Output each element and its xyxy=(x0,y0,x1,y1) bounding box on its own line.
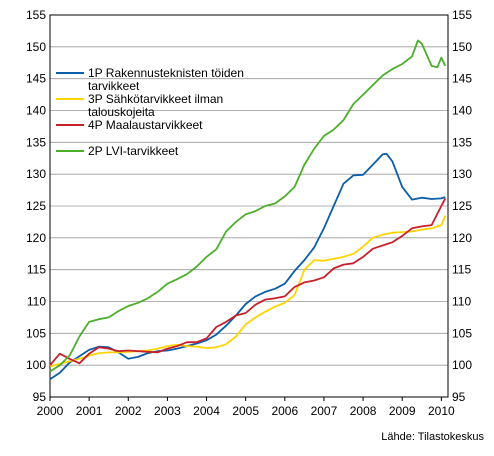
y-tick-label-left: 100 xyxy=(26,358,46,372)
x-tick-label: 2002 xyxy=(115,404,142,418)
x-tick-label: 2001 xyxy=(76,404,103,418)
y-tick-label-left: 125 xyxy=(26,199,46,213)
source-note: Lähde: Tilastokeskus xyxy=(381,431,484,443)
plot-area-frame xyxy=(49,14,449,398)
y-tick-label-right: 145 xyxy=(452,72,472,86)
y-tick-label-right: 125 xyxy=(452,199,472,213)
legend-label-3: 4P Maalaustarvikkeet xyxy=(88,118,203,132)
y-tick-label-right: 100 xyxy=(452,358,472,372)
y-tick-label-left: 95 xyxy=(33,390,47,404)
grid-lines xyxy=(50,46,448,366)
y-tick-label-right: 150 xyxy=(452,40,472,54)
y-tick-label-right: 130 xyxy=(452,167,472,181)
y-tick-label-right: 155 xyxy=(452,8,472,22)
x-tick-label: 2008 xyxy=(350,404,377,418)
y-tick-label-right: 135 xyxy=(452,135,472,149)
y-axis-right: 95 100 105 110 115 120 125 130 135 140 145 150 155 xyxy=(452,8,472,404)
legend: 1P Rakennusteknisten töidentarvikkeet3P … xyxy=(56,66,244,158)
series-lines xyxy=(49,39,447,380)
legend-label-4: 2P LVI-tarvikkeet xyxy=(88,144,179,158)
series-line-3 xyxy=(49,197,447,366)
x-tick-label: 2004 xyxy=(193,404,220,418)
x-tick-label: 2000 xyxy=(37,404,64,418)
y-axis-left: 95 100 105 110 115 120 125 130 135 140 145 150 155 xyxy=(26,8,46,404)
legend-label-1: tarvikkeet xyxy=(88,79,140,93)
series-line-2 xyxy=(49,215,447,368)
y-tick-label-right: 115 xyxy=(452,263,471,277)
y-tick-label-left: 140 xyxy=(26,104,46,118)
y-tick-label-left: 150 xyxy=(26,40,46,54)
y-tick-label-left: 145 xyxy=(26,72,46,86)
y-tick-label-right: 140 xyxy=(452,104,472,118)
x-tick-label: 2007 xyxy=(311,404,338,418)
y-tick-label-left: 130 xyxy=(26,167,46,181)
legend-label-1: 1P Rakennusteknisten töiden xyxy=(88,66,244,80)
x-axis: 2000 2001 2002 2003 2004 2005 2006 2007 2008 2009… xyxy=(37,397,455,418)
y-tick-label-right: 110 xyxy=(452,295,471,309)
y-tick-label-left: 135 xyxy=(26,135,46,149)
x-tick-label: 2009 xyxy=(389,404,416,418)
x-tick-label: 2010 xyxy=(428,404,455,418)
x-tick-label: 2003 xyxy=(154,404,181,418)
y-tick-label-left: 120 xyxy=(26,231,46,245)
y-tick-label-left: 105 xyxy=(26,326,46,340)
x-tick-label: 2005 xyxy=(232,404,259,418)
y-tick-label-right: 95 xyxy=(452,390,466,404)
y-tick-label-left: 155 xyxy=(26,8,46,22)
y-tick-label-left: 110 xyxy=(27,295,46,309)
series-line-4 xyxy=(49,39,447,373)
legend-label-2: 3P Sähkötarvikkeet ilman xyxy=(88,92,223,106)
legend-label-2: talouskojeita xyxy=(88,105,155,119)
x-tick-label: 2006 xyxy=(271,404,298,418)
y-tick-label-right: 105 xyxy=(452,326,472,340)
y-tick-label-left: 115 xyxy=(27,263,46,277)
y-tick-label-right: 120 xyxy=(452,231,472,245)
